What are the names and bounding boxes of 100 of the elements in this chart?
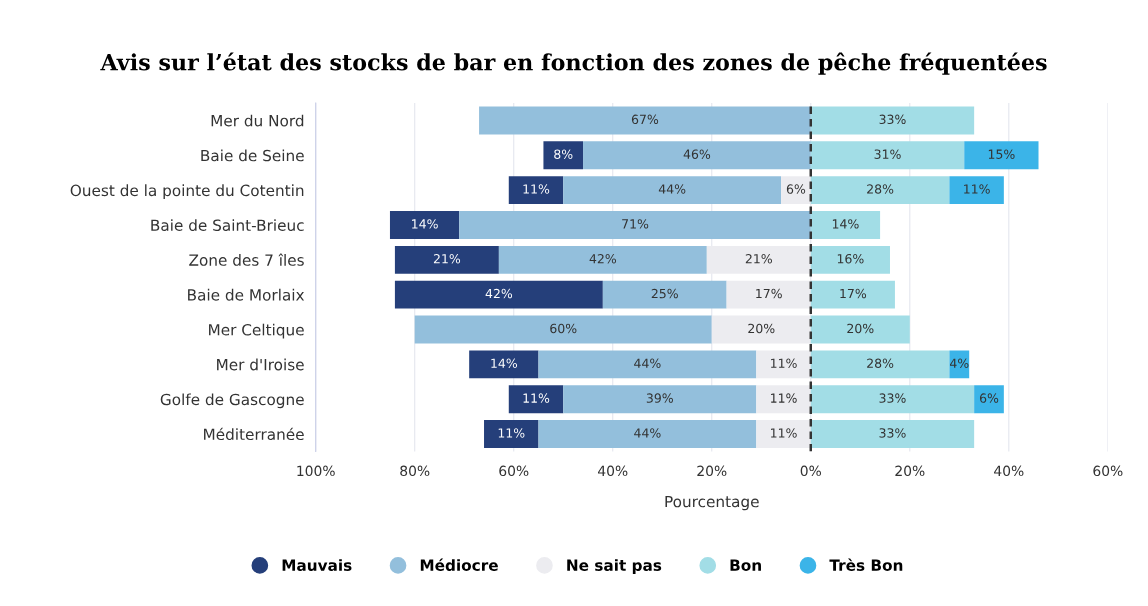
y-tick-label: Baie de Seine — [201, 149, 304, 162]
bar — [498, 245, 707, 274]
data-label: 14% — [491, 358, 518, 368]
bar — [563, 385, 757, 414]
data-label: 14% — [832, 219, 859, 229]
bar — [949, 176, 1004, 205]
bar — [810, 350, 950, 379]
data-label: 21% — [433, 253, 461, 264]
data-label: 17% — [756, 288, 782, 299]
y-tick-label: Mer d'Iroise — [217, 358, 304, 371]
y-tick-label: Baie de Saint-Brieuc — [151, 219, 304, 231]
legend-label: Mauvais — [282, 559, 352, 571]
data-label: 17% — [840, 288, 867, 299]
data-label: 11% — [771, 428, 797, 438]
legend-label: Bon — [730, 559, 761, 571]
data-label: 25% — [651, 288, 678, 299]
data-label: 4% — [949, 358, 969, 368]
data-label: 28% — [867, 184, 894, 194]
legend-label: Très Bon — [829, 558, 903, 571]
bar — [508, 176, 564, 205]
data-label: 44% — [658, 184, 686, 194]
y-tick-label: Baie de Morlaix — [188, 288, 305, 301]
data-label: 60% — [550, 323, 577, 334]
y-tick-label: Méditerranée — [204, 427, 304, 441]
data-label: 42% — [485, 288, 513, 299]
data-label: 44% — [634, 428, 661, 438]
x-tick-label: 20% — [895, 465, 925, 477]
data-label: 15% — [988, 149, 1015, 159]
data-label: 11% — [498, 428, 525, 438]
y-tick-label: Golfe de Gascogne — [160, 393, 304, 409]
data-label: 31% — [874, 149, 901, 159]
y-tick-label: Mer du Nord — [211, 114, 304, 127]
x-tick-label: 80% — [400, 465, 430, 477]
data-label: 14% — [412, 219, 438, 229]
bar — [538, 350, 757, 379]
bar — [479, 106, 811, 135]
data-label: 42% — [589, 253, 617, 264]
legend-label: Médiocre — [420, 558, 498, 571]
bar — [810, 106, 975, 135]
bar — [810, 385, 975, 414]
bar — [974, 385, 1004, 414]
data-label: 11% — [771, 358, 797, 368]
x-tick-label: 60% — [499, 465, 529, 477]
bar — [602, 280, 727, 309]
bar — [394, 245, 499, 274]
bar — [543, 141, 584, 170]
legend-label: Ne sait pas — [567, 559, 662, 574]
data-label: 46% — [683, 149, 711, 159]
bar — [726, 280, 811, 309]
data-label: 6% — [786, 184, 806, 194]
bar — [810, 420, 975, 448]
bar — [810, 280, 895, 309]
data-label: 44% — [634, 358, 661, 368]
data-label: 21% — [745, 253, 772, 264]
x-tick-label: 20% — [697, 465, 727, 477]
chart-title: Avis sur l’état des stocks de bar en fonction des zones de pêche fréquentées — [100, 52, 1047, 75]
y-tick-label: Ouest de la pointe du Cotentin — [70, 184, 304, 200]
bar — [583, 141, 811, 170]
data-label: 39% — [646, 393, 673, 403]
bar — [414, 315, 712, 344]
bar — [469, 350, 539, 379]
data-label: 11% — [964, 184, 990, 194]
data-label: 20% — [748, 323, 775, 334]
bar — [756, 385, 811, 414]
bar — [538, 420, 757, 448]
bar — [810, 245, 890, 274]
x-tick-label: 100% — [297, 465, 335, 477]
bar — [389, 211, 460, 239]
data-label: 16% — [837, 253, 864, 264]
bar — [810, 141, 965, 170]
data-label: 20% — [847, 323, 874, 334]
data-label: 11% — [523, 393, 550, 403]
data-label: 6% — [979, 393, 999, 403]
data-label: 11% — [523, 184, 550, 194]
bar — [810, 315, 910, 344]
bar — [810, 211, 881, 239]
bar — [756, 420, 811, 448]
bar — [459, 211, 811, 239]
y-tick-label: Mer Celtique — [209, 323, 304, 339]
x-tick-label: 40% — [597, 465, 628, 477]
data-label: 33% — [879, 114, 906, 125]
bar — [508, 385, 564, 414]
x-tick-label: 40% — [994, 465, 1024, 477]
data-label: 8% — [554, 149, 573, 159]
bar — [484, 420, 539, 448]
data-label: 33% — [879, 393, 906, 403]
bar — [563, 176, 782, 205]
bar — [964, 141, 1039, 170]
x-tick-label: 60% — [1093, 465, 1123, 477]
bar — [949, 350, 970, 379]
x-tick-label: 0% — [800, 465, 822, 477]
data-label: 33% — [879, 428, 906, 438]
data-label: 67% — [631, 114, 659, 125]
bar — [394, 280, 603, 309]
y-tick-label: Zone des 7 îles — [189, 253, 304, 266]
data-label: 11% — [771, 393, 797, 403]
data-label: 71% — [622, 219, 649, 229]
data-label: 28% — [867, 358, 894, 368]
x-axis-title: Pourcentage — [665, 495, 759, 511]
bar — [810, 176, 950, 205]
